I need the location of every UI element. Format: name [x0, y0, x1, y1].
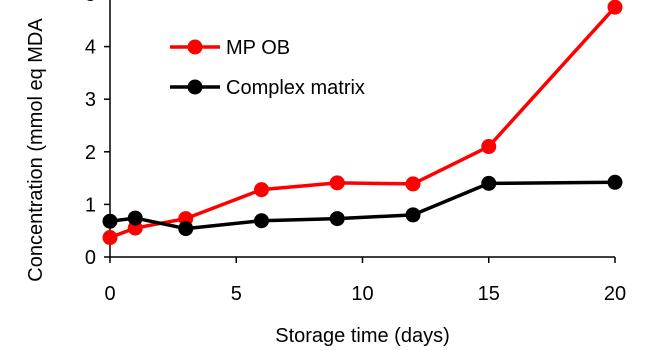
series-group	[102, 0, 623, 246]
data-point	[254, 182, 269, 198]
legend-item: Complex matrix	[170, 77, 365, 99]
y-axis-title: Concentration (mmol eq MDA	[25, 18, 47, 282]
data-point	[127, 210, 143, 226]
y-tick-label: 1	[85, 194, 96, 216]
data-point	[329, 211, 345, 227]
data-point	[607, 0, 623, 15]
data-point	[254, 213, 269, 229]
x-tick-label: 0	[104, 283, 115, 305]
series-line	[109, 180, 616, 231]
x-tick-label: 20	[604, 283, 626, 305]
data-point	[329, 175, 345, 191]
y-tick-label: 5	[85, 0, 96, 6]
y-tick-label: 0	[85, 247, 96, 269]
y-tick-label: 2	[85, 142, 96, 164]
legend: MP OB Complex matrix	[170, 37, 365, 99]
data-point	[607, 174, 623, 190]
series-line	[109, 5, 617, 240]
series-1	[102, 174, 623, 237]
series-0	[102, 0, 623, 246]
legend-item: MP OB	[170, 37, 290, 59]
data-point	[405, 176, 421, 192]
legend-label: Complex matrix	[226, 77, 365, 99]
y-tick-label: 4	[85, 37, 96, 59]
y-tick-label: 3	[85, 89, 96, 111]
data-point	[405, 207, 421, 223]
x-tick-label: 15	[478, 283, 500, 305]
data-point	[481, 139, 497, 155]
x-ticks: 0 5 10 15 20	[104, 257, 626, 305]
x-tick-label: 10	[351, 283, 373, 305]
data-point	[102, 213, 118, 229]
legend-label: MP OB	[226, 37, 290, 59]
plot-area: 0 5 10 15 20 0 1 2 3 4 5	[85, 0, 626, 305]
x-axis-title: Storage time (days)	[275, 325, 450, 347]
data-point	[102, 230, 118, 246]
data-point	[178, 221, 194, 237]
x-tick-label: 5	[231, 283, 242, 305]
data-point	[481, 175, 497, 191]
legend-swatch-marker	[187, 79, 203, 95]
y-ticks: 0 1 2 3 4 5	[85, 0, 110, 269]
legend-swatch-marker	[187, 39, 203, 55]
